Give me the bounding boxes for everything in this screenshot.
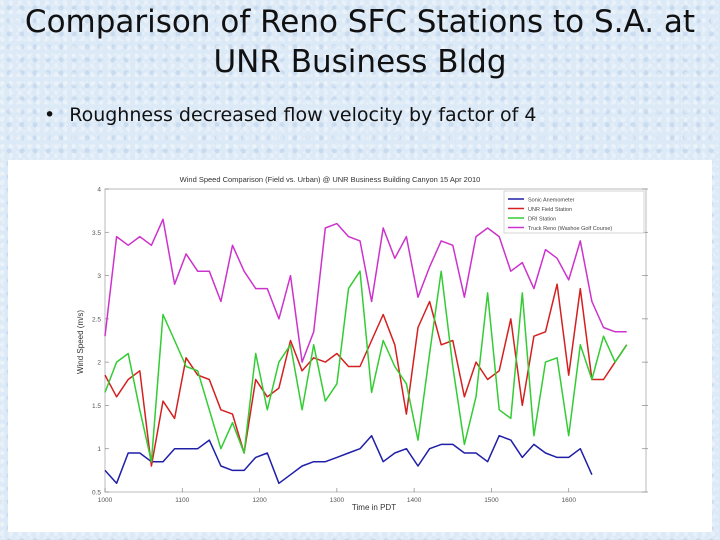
y-tick-label: 0.5 (92, 490, 101, 497)
x-axis-label: Time in PDT (352, 503, 396, 512)
x-tick-label: 1600 (561, 497, 576, 504)
series-line-1 (104, 434, 593, 485)
series-line-2 (104, 283, 628, 467)
plot-frame (104, 188, 647, 493)
y-tick-label: 2 (97, 360, 101, 367)
legend-label-1: Sonic Anemometer (528, 197, 575, 203)
chart-title: Wind Speed Comparison (Field vs. Urban) … (180, 175, 481, 184)
y-tick-label: 4 (97, 187, 101, 194)
x-tick-label: 1300 (330, 497, 345, 504)
x-tick-label: 1500 (484, 497, 499, 504)
legend-box (503, 190, 645, 234)
y-tick-label: 3.5 (92, 230, 101, 237)
series-line-3 (104, 270, 628, 463)
y-tick-label: 1 (97, 446, 101, 453)
series-line-4 (104, 218, 627, 363)
chart-panel: Wind Speed Comparison (Field vs. Urban) … (8, 160, 712, 532)
bullet-text: Roughness decreased flow velocity by fac… (69, 104, 537, 126)
legend: Sonic Anemometer UNR Field Station DRI Sta… (503, 190, 645, 234)
bullet-dot-icon: • (44, 104, 56, 126)
legend-label-2: UNR Field Station (528, 207, 572, 213)
axes: 0.5 1 1.5 2 2.5 3 3.5 4 1000 1100 1200 1300 1400 1500… (92, 187, 648, 504)
legend-label-4: Truck Reno (Washoe Golf Course) (528, 226, 612, 232)
x-tick-label: 1400 (407, 497, 422, 504)
x-tick-label: 1200 (252, 497, 267, 504)
y-axis-label: Wind Speed (m/s) (76, 310, 85, 374)
x-tick-label: 1100 (175, 497, 189, 504)
slide-title: Comparison of Reno SFC Stations to S.A. … (0, 2, 720, 82)
y-tick-label: 3 (97, 273, 101, 280)
wind-speed-chart: Wind Speed Comparison (Field vs. Urban) … (76, 175, 648, 512)
slide-title-line-1: Comparison of Reno SFC Stations to S.A. … (24, 4, 696, 40)
x-tick-label: 1000 (98, 497, 113, 504)
slide-title-line-2: UNR Business Bldg (213, 44, 507, 80)
y-tick-label: 1.5 (92, 403, 101, 410)
legend-label-3: DRI Station (528, 216, 556, 222)
bullet-point: • Roughness decreased flow velocity by fa… (44, 104, 536, 126)
y-tick-label: 2.5 (92, 316, 101, 323)
series-layer (104, 218, 628, 485)
